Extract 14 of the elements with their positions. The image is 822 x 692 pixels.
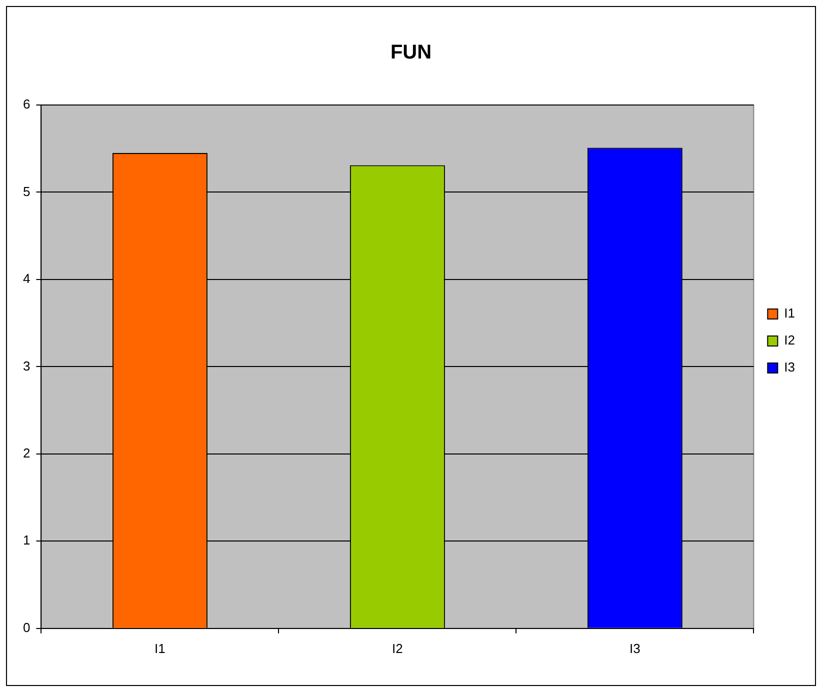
chart-title: FUN bbox=[390, 42, 432, 64]
y-tick-label: 5 bbox=[22, 184, 30, 199]
y-tick-label: 3 bbox=[22, 358, 30, 374]
y-tick-label: 4 bbox=[22, 271, 30, 286]
x-tick-label: I2 bbox=[392, 640, 403, 656]
y-tick-label: 0 bbox=[22, 620, 30, 635]
legend-label: I2 bbox=[784, 332, 795, 348]
legend-label: I1 bbox=[784, 306, 795, 321]
x-tick-label: I1 bbox=[154, 640, 166, 656]
y-tick-label: 2 bbox=[22, 446, 30, 461]
y-tick-label: 6 bbox=[22, 96, 30, 112]
y-tick-label: 1 bbox=[22, 532, 30, 548]
x-tick-label: I3 bbox=[630, 640, 640, 656]
legend-label: I3 bbox=[784, 360, 795, 375]
